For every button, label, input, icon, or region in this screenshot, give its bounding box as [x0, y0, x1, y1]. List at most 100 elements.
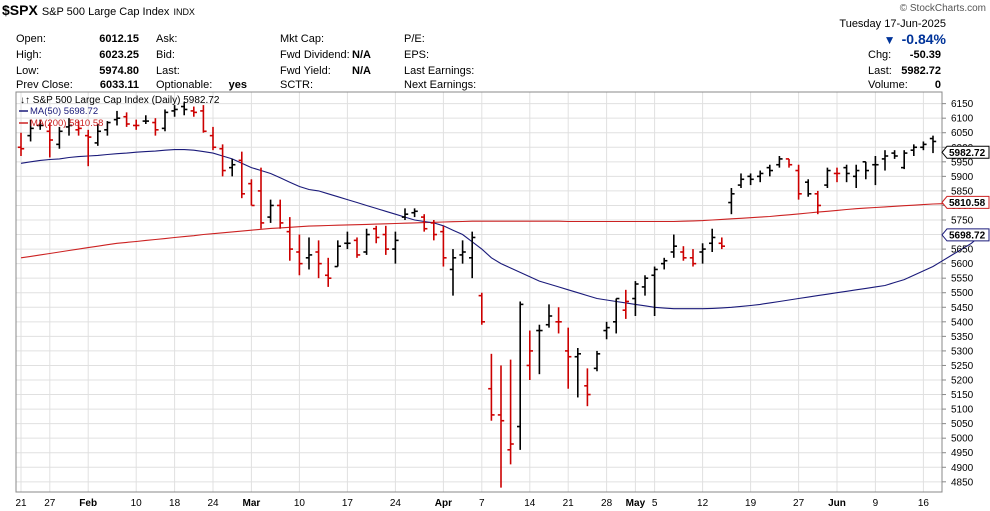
x-tick-label: Jun: [828, 498, 846, 509]
ohlc-bar: [766, 164, 773, 177]
ohlc-bar: [901, 150, 908, 170]
last-price-value: 5982.72: [901, 65, 941, 77]
volume-value: 0: [934, 79, 941, 91]
symbol-header: $SPX S&P 500 Large Cap Index INDX: [2, 2, 195, 20]
prev-close-value: 6033.11: [99, 79, 139, 91]
plot-border: [15, 91, 943, 493]
y-tick-label: 5600: [951, 259, 974, 270]
ohlc-bar: [565, 327, 572, 389]
change-percent: -0.84%: [901, 31, 946, 47]
eps-label: EPS:: [404, 49, 430, 61]
ohlc-bar: [641, 275, 649, 296]
y-tick-label: 5550: [951, 274, 974, 285]
symbol-name: S&P 500 Large Cap Index: [41, 6, 170, 18]
last-label: Last:: [156, 65, 180, 77]
y-tick-label: 5450: [951, 303, 974, 314]
ohlc-bar: [517, 301, 524, 450]
ohlc-bar: [757, 170, 764, 183]
ohlc-bar: [603, 321, 610, 340]
legend-entry: MA(200) 5810.58: [30, 118, 103, 129]
y-tick-label: 5950: [951, 157, 974, 168]
y-tick-label: 5900: [951, 172, 974, 183]
ohlc-bar: [805, 179, 812, 197]
y-tick-label: 5850: [951, 186, 974, 197]
ohlc-bar: [843, 164, 850, 183]
x-tick-label: 10: [294, 498, 306, 509]
ohlc-bar: [497, 365, 505, 488]
open-label: Open:: [16, 33, 46, 45]
y-tick-label: 6150: [951, 99, 974, 110]
ma50-path: [20, 149, 982, 310]
price-tag-box: [941, 228, 990, 242]
ohlc-bar: [296, 234, 303, 276]
x-tick-label: 5: [652, 498, 658, 509]
ohlc-bars: [17, 102, 937, 488]
ohlc-bar: [229, 158, 236, 177]
ohlc-bar: [459, 240, 466, 264]
change-percent-row: ▼ -0.84%: [746, 31, 946, 47]
ohlc-bar: [85, 129, 92, 167]
ohlc-bar: [65, 118, 73, 136]
ohlc-bar: [449, 249, 457, 296]
y-tick-label: 4900: [951, 463, 974, 474]
high-value: 6023.25: [99, 49, 139, 61]
ohlc-bar: [113, 110, 121, 126]
ohlc-bar: [219, 144, 226, 177]
ohlc-bar: [613, 297, 620, 334]
high-label: High:: [16, 49, 42, 61]
ohlc-bar: [795, 164, 802, 200]
y-tick-label: 5650: [951, 245, 974, 256]
ohlc-bar: [17, 132, 25, 156]
x-tick-label: 16: [918, 498, 930, 509]
sctr-label: SCTR:: [280, 79, 313, 91]
ohlc-bar: [536, 324, 543, 375]
chg-label: Chg:: [868, 49, 892, 61]
ohlc-bar: [833, 167, 841, 183]
ohlc-bar: [709, 228, 716, 252]
ohlc-bar: [373, 225, 380, 244]
ohlc-bar: [545, 304, 553, 328]
ohlc-bar: [161, 109, 169, 132]
x-tick-label: Apr: [435, 498, 452, 509]
pe-label: P/E:: [404, 33, 425, 45]
open-value: 6012.15: [99, 33, 139, 45]
x-tick-label: 24: [207, 498, 219, 509]
price-tag-label: 5982.72: [949, 148, 986, 159]
legend-entry: MA(50) 5698.72: [30, 106, 98, 117]
ohlc-bar: [776, 156, 783, 168]
ohlc-bar: [440, 225, 447, 267]
chart-title: ↓↑ S&P 500 Large Cap Index (Daily) 5982.…: [20, 95, 220, 106]
low-label: Low:: [16, 65, 40, 77]
ohlc-bar: [315, 240, 322, 279]
ohlc-bar: [862, 161, 869, 180]
ohlc-bar: [46, 122, 53, 158]
ohlc-bar: [392, 231, 399, 264]
ohlc-bar: [910, 144, 917, 156]
ma200-line: [20, 201, 982, 259]
ohlc-bar: [661, 257, 668, 270]
y-tick-label: 5100: [951, 405, 974, 416]
x-tick-label: 21: [15, 498, 27, 509]
price-tag-label: 5698.72: [949, 230, 986, 241]
ohlc-bar: [200, 105, 207, 133]
ohlc-bar: [94, 124, 101, 146]
price-tag: 5698.72: [941, 228, 990, 242]
ohlc-bar: [27, 119, 34, 142]
price-tags: 5982.72 5810.58 5698.72: [941, 145, 990, 242]
x-axis-labels: 21 27 Feb 10 18 24 Mar 10 17 24 Apr 7 14 21 28 May 5 12 19…: [15, 498, 929, 509]
ohlc-bar: [881, 150, 889, 171]
ohlc-bar: [689, 249, 697, 267]
symbol: $SPX: [2, 2, 38, 18]
fwd-dividend-value: N/A: [352, 49, 371, 61]
ohlc-bar: [363, 228, 370, 255]
ohlc-bar: [891, 150, 898, 159]
x-tick-label: 10: [131, 498, 143, 509]
ohlc-bar: [853, 164, 860, 188]
price-tag-label: 5810.58: [949, 198, 986, 209]
ohlc-bar: [277, 199, 284, 229]
x-tick-label: 19: [745, 498, 757, 509]
fwd-dividend-label: Fwd Dividend:: [280, 49, 350, 61]
ohlc-bar: [814, 190, 821, 215]
